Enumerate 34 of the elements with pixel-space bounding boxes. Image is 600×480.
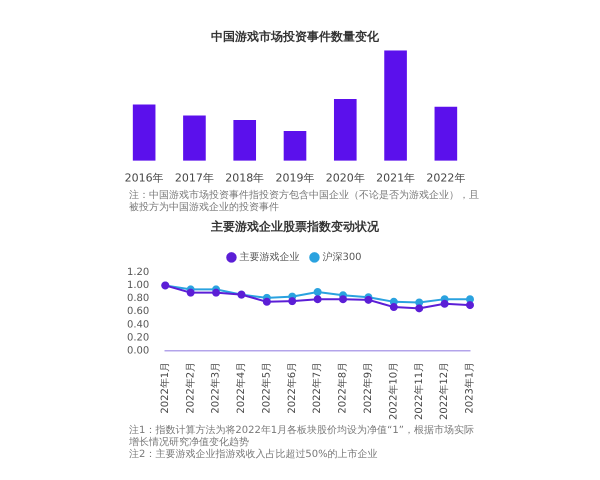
x-tick-label: 2023年1月 [464, 362, 476, 414]
x-tick-label: 2022年8月 [336, 362, 349, 414]
x-tick-label: 2021年 [376, 171, 416, 184]
x-tick-label: 2022年1月 [158, 362, 171, 414]
y-tick-label: 0.00 [127, 345, 150, 356]
x-tick-label: 2022年10月 [387, 362, 400, 420]
x-tick-label: 2022年11月 [412, 362, 425, 420]
x-tick-label: 2019年 [276, 171, 314, 184]
x-tick-label: 2022年9月 [362, 362, 374, 414]
y-tick-label: 1.00 [127, 280, 150, 292]
x-tick-label: 2022年5月 [260, 362, 272, 414]
x-tick-label: 2022年2月 [184, 362, 196, 414]
x-tick-label: 2022年4月 [235, 362, 248, 414]
text: 注2：主要游戏企业指游戏收入占比超过50%的上市企业 [129, 449, 379, 461]
x-tick-label: 2016年 [124, 171, 164, 184]
y-tick-label: 0.60 [127, 306, 150, 318]
chart-title: 中国游戏市场投资事件数量变化 [211, 29, 380, 44]
legend-label: 沪深300 [322, 250, 362, 263]
x-tick-label: 2017年 [174, 171, 214, 184]
y-tick-label: 0.80 [127, 293, 150, 304]
chart-title: 主要游戏企业股票指数变动状况 [210, 219, 380, 234]
x-tick-label: 2022年12月 [438, 362, 450, 420]
x-tick-label: 2022年7月 [311, 362, 324, 414]
x-tick-label: 2020年 [326, 171, 365, 184]
y-tick-label: 1.20 [127, 266, 150, 278]
legend-label: 主要游戏企业 [239, 250, 300, 263]
x-tick-label: 2018年 [225, 171, 264, 184]
y-tick-label: 0.20 [127, 332, 150, 344]
x-tick-label: 2022年6月 [286, 362, 298, 414]
y-tick-label: 0.40 [127, 319, 150, 330]
text: 注1：指数计算方法为将2022年1月各板块股价均设为净值“1”，根据市场实际增长情况研究净值变化趋势 [129, 425, 475, 448]
text: 注：中国游戏市场投资事件指投资方包含中国企业（不论是否为游戏企业），且被投方为中国游戏企业的投资事件 [129, 190, 479, 214]
x-tick-label: 2022年 [426, 171, 466, 184]
x-tick-label: 2022年3月 [210, 362, 222, 414]
